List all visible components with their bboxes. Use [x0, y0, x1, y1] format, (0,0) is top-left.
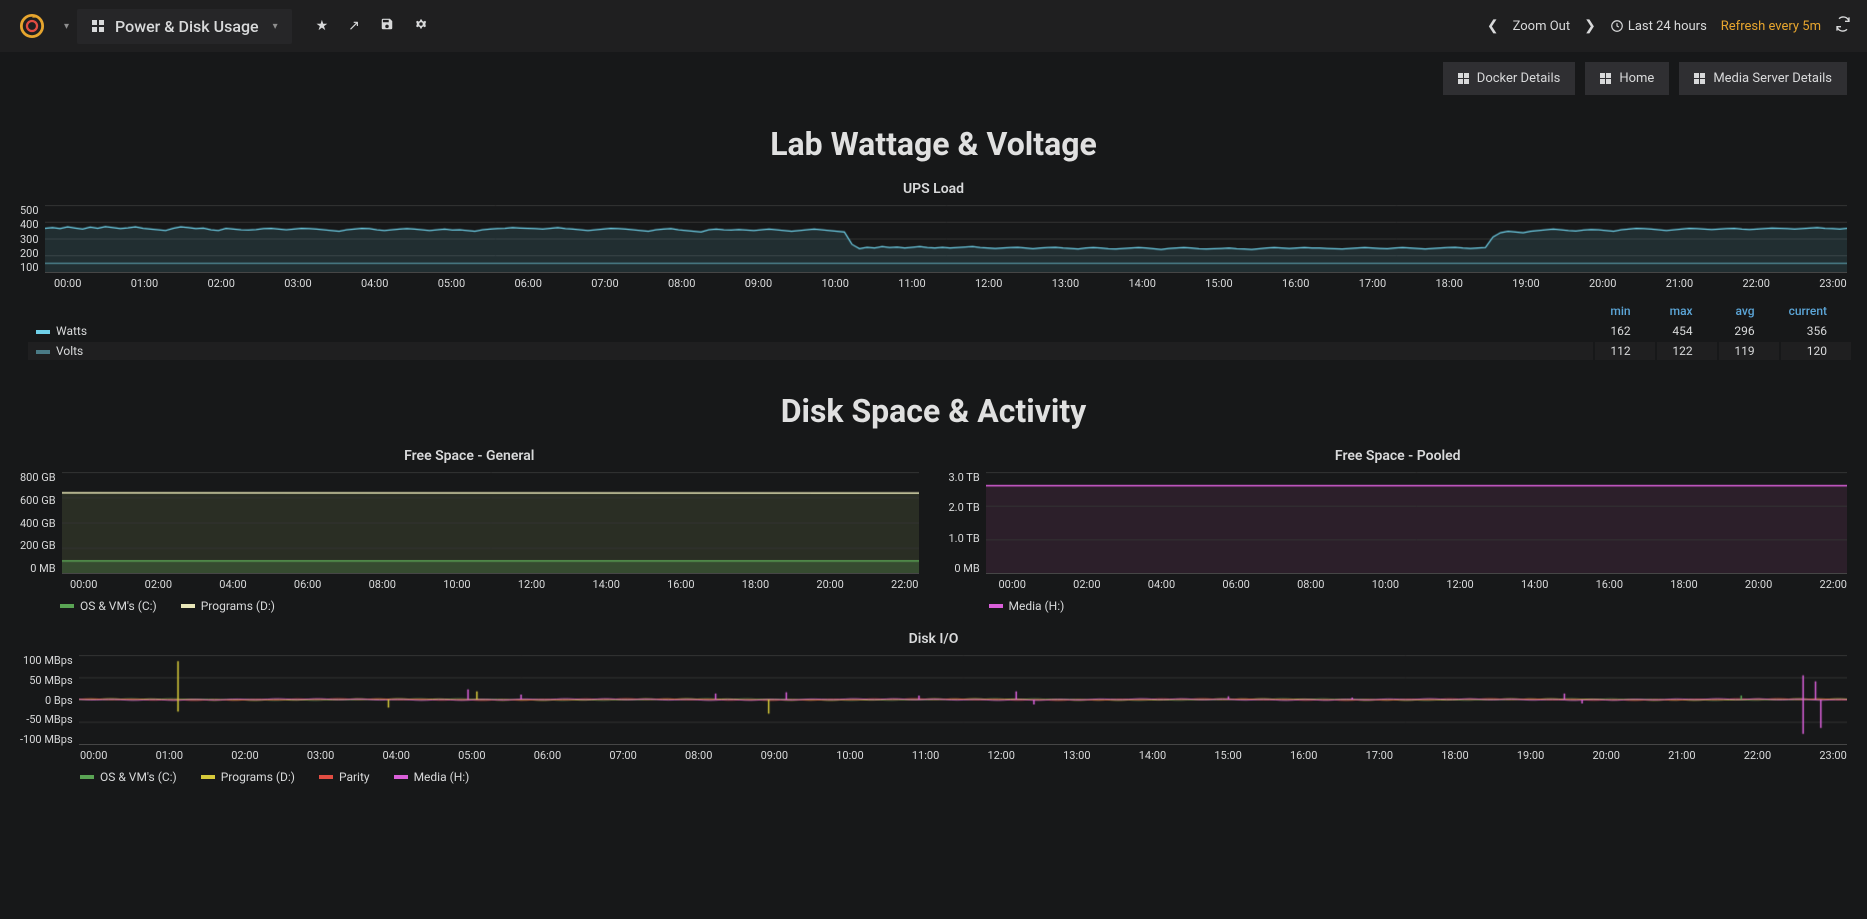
time-range-label: Last 24 hours: [1628, 19, 1707, 34]
logo-caret-icon[interactable]: ▾: [64, 21, 69, 32]
chart-plot-area[interactable]: [79, 655, 1847, 745]
panel-free-general: Free Space - General 800 GB600 GB400 GB2…: [20, 448, 919, 613]
series-name[interactable]: Volts: [56, 344, 83, 358]
x-axis: 00:0002:0004:0006:0008:0010:0012:0014:00…: [20, 578, 919, 591]
dashboard-grid-icon: [91, 19, 105, 33]
x-axis: 00:0001:0002:0003:0004:0005:0006:0007:00…: [20, 277, 1847, 290]
link-label: Media Server Details: [1713, 71, 1832, 86]
legend-table: minmaxavgcurrent Watts 162 454 296 356 V…: [26, 300, 1853, 362]
link-label: Home: [1619, 71, 1654, 86]
legend-item[interactable]: Media (H:): [989, 599, 1065, 613]
legend-item[interactable]: Programs (D:): [201, 770, 295, 784]
dashboard-links: Docker Details Home Media Server Details: [0, 52, 1867, 95]
legend-item[interactable]: Media (H:): [394, 770, 470, 784]
panel-title: Free Space - General: [20, 448, 919, 464]
caret-down-icon: ▾: [273, 21, 278, 32]
section-title-disk: Disk Space & Activity: [0, 392, 1867, 430]
series-name[interactable]: Watts: [56, 324, 87, 338]
legend: Media (H:): [989, 599, 1848, 613]
legend-item[interactable]: Parity: [319, 770, 370, 784]
y-axis: 500400300200100: [20, 205, 45, 273]
link-media-server[interactable]: Media Server Details: [1679, 62, 1847, 95]
time-back-icon[interactable]: ❮: [1487, 18, 1499, 34]
grafana-logo[interactable]: [16, 10, 48, 42]
clock-icon: [1610, 19, 1624, 33]
legend-item[interactable]: OS & VM's (C:): [60, 599, 157, 613]
share-icon[interactable]: ↗: [348, 18, 360, 34]
refresh-interval[interactable]: Refresh every 5m: [1721, 19, 1821, 34]
panel-ups-load: UPS Load 500400300200100 00:0001:0002:00…: [20, 181, 1847, 362]
x-axis: 00:0001:0002:0003:0004:0005:0006:0007:00…: [20, 749, 1847, 762]
x-axis: 00:0002:0004:0006:0008:0010:0012:0014:00…: [949, 578, 1848, 591]
y-axis: 3.0 TB2.0 TB1.0 TB0 MB: [949, 472, 986, 574]
star-icon[interactable]: ★: [316, 18, 329, 34]
panel-title: Free Space - Pooled: [949, 448, 1848, 464]
link-docker-details[interactable]: Docker Details: [1443, 62, 1576, 95]
link-label: Docker Details: [1477, 71, 1561, 86]
time-range-picker[interactable]: Last 24 hours: [1610, 19, 1707, 34]
topbar: ▾ Power & Disk Usage ▾ ★ ↗ ❮ Zoom Out ❯ …: [0, 0, 1867, 52]
chart-plot-area[interactable]: [62, 472, 919, 574]
dashboard-name: Power & Disk Usage: [115, 17, 259, 36]
link-home[interactable]: Home: [1585, 62, 1669, 95]
refresh-icon[interactable]: [1835, 16, 1851, 36]
time-forward-icon[interactable]: ❯: [1584, 18, 1596, 34]
legend-row-watts: Watts 162 454 296 356: [28, 322, 1851, 340]
dashboard-grid-icon: [1694, 73, 1705, 84]
save-icon[interactable]: [380, 17, 394, 35]
settings-icon[interactable]: [414, 17, 428, 35]
panel-free-pooled: Free Space - Pooled 3.0 TB2.0 TB1.0 TB0 …: [949, 448, 1848, 613]
topbar-right: ❮ Zoom Out ❯ Last 24 hours Refresh every…: [1487, 16, 1851, 36]
y-axis: 100 MBps50 MBps0 Bps-50 MBps-100 MBps: [20, 655, 79, 745]
y-axis: 800 GB600 GB400 GB200 GB0 MB: [20, 472, 62, 574]
legend-row-volts: Volts 112 122 119 120: [28, 342, 1851, 360]
topbar-actions: ★ ↗: [316, 17, 428, 35]
dashboard-grid-icon: [1600, 73, 1611, 84]
legend: OS & VM's (C:) Programs (D:): [60, 599, 919, 613]
legend-item[interactable]: Programs (D:): [181, 599, 275, 613]
legend-item[interactable]: OS & VM's (C:): [80, 770, 177, 784]
chart-plot-area[interactable]: [45, 205, 1847, 273]
section-title-wattage: Lab Wattage & Voltage: [0, 125, 1867, 163]
dashboard-picker[interactable]: Power & Disk Usage ▾: [77, 9, 292, 44]
panel-title: UPS Load: [20, 181, 1847, 197]
chart-plot-area[interactable]: [986, 472, 1847, 574]
legend: OS & VM's (C:) Programs (D:) Parity Medi…: [80, 770, 1847, 784]
panel-title: Disk I/O: [20, 631, 1847, 647]
zoom-out-button[interactable]: Zoom Out: [1513, 19, 1570, 34]
panel-disk-io: Disk I/O 100 MBps50 MBps0 Bps-50 MBps-10…: [20, 631, 1847, 784]
dashboard-grid-icon: [1458, 73, 1469, 84]
